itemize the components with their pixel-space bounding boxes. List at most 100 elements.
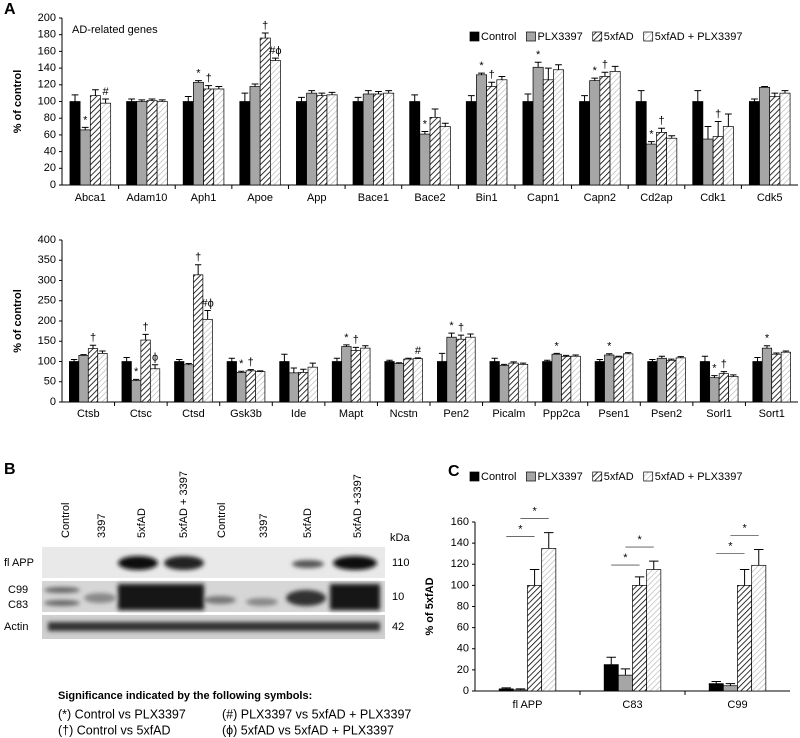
bar <box>87 348 99 403</box>
bar <box>771 353 782 403</box>
bar <box>306 92 318 186</box>
error-bar <box>238 370 245 373</box>
error-bar <box>649 358 656 362</box>
bar <box>675 357 686 403</box>
significance-symbol: * <box>196 68 201 80</box>
y-tick-label: 160 <box>451 516 469 528</box>
bar <box>722 685 738 692</box>
bracket-label: * <box>518 523 523 535</box>
error-bar <box>694 90 702 102</box>
significance-symbol: † <box>143 321 149 333</box>
error-bar <box>81 126 89 130</box>
error-bar <box>572 354 579 357</box>
panel-letter: B <box>4 461 16 478</box>
error-bar <box>300 368 307 373</box>
significance-symbol: #ϕ <box>201 297 213 309</box>
significance-item: (#) PLX3397 vs 5xfAD + PLX3397 <box>222 707 411 721</box>
legend-label: 5xfAD <box>604 471 634 483</box>
bar <box>779 92 791 186</box>
bar <box>532 66 544 186</box>
error-bar <box>601 71 609 77</box>
significance-symbol: # <box>103 86 110 98</box>
error-bar <box>529 569 540 586</box>
bar <box>761 347 773 403</box>
x-tick-label: Cd2ap <box>640 192 672 204</box>
error-bar <box>596 358 603 362</box>
y-tick-label: 0 <box>463 685 469 697</box>
error-bar <box>364 90 372 94</box>
legend-label: PLX3397 <box>537 31 582 43</box>
legend-label: Control <box>481 31 516 43</box>
error-bar <box>89 344 97 349</box>
bar <box>465 101 477 186</box>
significance-symbol: † <box>206 73 212 85</box>
bar <box>666 137 678 186</box>
significance-symbol: #ϕ <box>269 45 281 57</box>
error-bar <box>123 356 130 362</box>
bar <box>409 101 421 186</box>
significance-symbol: * <box>239 358 244 370</box>
error-bar <box>711 375 718 378</box>
significance-symbol: * <box>536 49 541 61</box>
x-tick-label: Cdk5 <box>757 192 783 204</box>
error-bar <box>658 127 665 133</box>
error-bar <box>158 99 166 102</box>
error-bar <box>524 93 532 102</box>
blot-lane-label: 5xfAD <box>136 508 148 538</box>
blot-unit: kDa <box>390 532 410 544</box>
significance-symbol: † <box>353 334 359 346</box>
bar <box>331 361 343 403</box>
x-tick-label: Adam10 <box>126 192 167 204</box>
error-bar <box>677 356 684 358</box>
bar <box>751 564 767 692</box>
significance-symbol: † <box>715 108 721 120</box>
blot-lane-label: Control <box>216 503 228 538</box>
x-tick-label: Psen2 <box>651 408 682 420</box>
bracket-label: * <box>532 505 537 517</box>
x-tick-label: Pen2 <box>443 408 469 420</box>
error-bar <box>261 32 269 39</box>
error-bar <box>739 569 750 586</box>
bar <box>702 138 714 186</box>
error-bar <box>625 352 632 354</box>
bracket-label: * <box>742 522 747 534</box>
error-bar <box>251 83 259 87</box>
y-tick-label: 120 <box>451 558 469 570</box>
error-bar <box>544 359 551 362</box>
y-tick-label: 40 <box>457 643 469 655</box>
x-tick-label: Capn1 <box>527 192 559 204</box>
error-bar <box>228 357 235 362</box>
bar <box>632 585 648 692</box>
error-bar <box>151 364 159 369</box>
error-bar <box>385 90 393 94</box>
bar <box>69 101 81 186</box>
y-tick-label: 160 <box>38 45 56 57</box>
x-tick-label: Ncstn <box>390 408 418 420</box>
error-bar <box>405 357 412 360</box>
y-tick-label: 20 <box>457 664 469 676</box>
legend-label: 5xfAD + PLX3397 <box>655 471 743 483</box>
x-tick-label: Ppp2ca <box>543 408 581 420</box>
x-tick-label: Capn2 <box>584 192 616 204</box>
significance-title: Significance indicated by the following … <box>58 690 312 702</box>
blot-lane-label: 5xfAD + 3397 <box>178 471 190 538</box>
error-bar <box>290 367 297 373</box>
bar <box>236 372 247 403</box>
bar <box>499 365 510 403</box>
error-bar <box>714 121 722 137</box>
significance-symbol: † <box>658 115 664 127</box>
error-bar <box>92 89 99 96</box>
significance-symbol: * <box>593 65 598 77</box>
error-bar <box>441 122 449 127</box>
error-bar <box>637 90 645 102</box>
significance-symbol: † <box>602 59 608 71</box>
x-tick-label: Ctsd <box>182 408 205 420</box>
error-bar <box>362 345 369 349</box>
bar <box>213 88 225 186</box>
bar <box>316 95 328 186</box>
error-bar <box>138 99 146 102</box>
blot-lane-label: 5xfAD <box>302 508 314 538</box>
error-bar <box>771 92 779 97</box>
legend-swatch <box>592 31 603 42</box>
